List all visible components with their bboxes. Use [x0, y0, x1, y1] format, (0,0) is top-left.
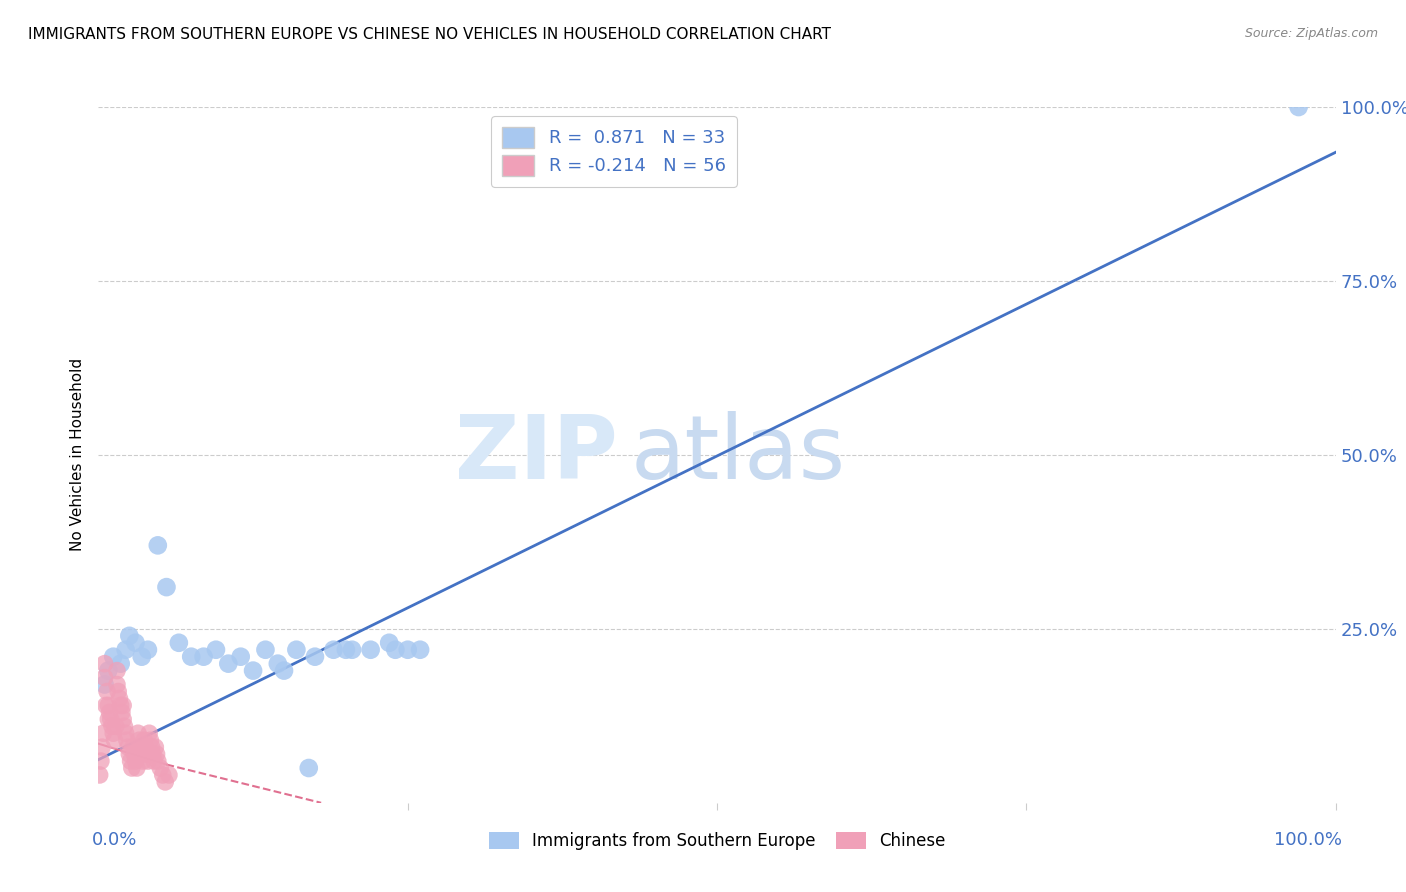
- Point: [142, 747, 165, 761]
- Point: [139, 733, 162, 747]
- Point: [118, 747, 141, 761]
- Point: [378, 636, 401, 650]
- Point: [103, 726, 125, 740]
- Point: [96, 684, 118, 698]
- Point: [135, 747, 157, 761]
- Point: [93, 657, 115, 671]
- Point: [145, 747, 167, 761]
- Point: [93, 726, 115, 740]
- Point: [273, 664, 295, 678]
- Point: [121, 761, 143, 775]
- Point: [122, 740, 145, 755]
- Point: [254, 642, 277, 657]
- Point: [103, 649, 125, 664]
- Point: [110, 657, 132, 671]
- Point: [155, 580, 177, 594]
- Point: [298, 761, 321, 775]
- Point: [285, 642, 308, 657]
- Point: [118, 629, 141, 643]
- Point: [167, 636, 190, 650]
- Point: [152, 768, 174, 782]
- Point: [97, 712, 120, 726]
- Point: [127, 726, 149, 740]
- Point: [134, 733, 156, 747]
- Point: [94, 698, 117, 713]
- Point: [93, 671, 115, 685]
- Point: [105, 677, 128, 691]
- Point: [89, 768, 111, 782]
- Text: 100.0%: 100.0%: [1274, 830, 1341, 848]
- Point: [409, 642, 432, 657]
- Point: [114, 642, 136, 657]
- Point: [107, 684, 129, 698]
- Point: [146, 538, 169, 552]
- Point: [104, 719, 127, 733]
- Point: [124, 747, 146, 761]
- Point: [396, 642, 419, 657]
- Point: [136, 642, 159, 657]
- Point: [112, 698, 135, 713]
- Point: [360, 642, 382, 657]
- Point: [124, 754, 146, 768]
- Point: [217, 657, 239, 671]
- Point: [128, 733, 150, 747]
- Point: [180, 649, 202, 664]
- Point: [146, 754, 169, 768]
- Point: [131, 747, 153, 761]
- Text: atlas: atlas: [630, 411, 845, 499]
- Point: [141, 740, 163, 755]
- Point: [138, 726, 160, 740]
- Point: [143, 740, 166, 755]
- Point: [1288, 100, 1310, 114]
- Point: [143, 754, 166, 768]
- Text: ZIP: ZIP: [456, 411, 619, 499]
- Text: 0.0%: 0.0%: [93, 830, 138, 848]
- Legend: Immigrants from Southern Europe, Chinese: Immigrants from Southern Europe, Chinese: [482, 826, 952, 857]
- Point: [97, 664, 120, 678]
- Point: [131, 649, 153, 664]
- Point: [304, 649, 326, 664]
- Point: [134, 740, 156, 755]
- Point: [100, 712, 122, 726]
- Point: [90, 754, 112, 768]
- Point: [91, 740, 114, 755]
- Point: [117, 740, 139, 755]
- Point: [157, 768, 180, 782]
- Point: [132, 754, 155, 768]
- Point: [108, 691, 131, 706]
- Y-axis label: No Vehicles in Household: No Vehicles in Household: [70, 359, 86, 551]
- Text: IMMIGRANTS FROM SOUTHERN EUROPE VS CHINESE NO VEHICLES IN HOUSEHOLD CORRELATION : IMMIGRANTS FROM SOUTHERN EUROPE VS CHINE…: [28, 27, 831, 42]
- Point: [101, 719, 124, 733]
- Point: [335, 642, 357, 657]
- Point: [229, 649, 252, 664]
- Point: [322, 642, 344, 657]
- Point: [242, 664, 264, 678]
- Point: [93, 677, 115, 691]
- Point: [112, 719, 135, 733]
- Point: [125, 761, 148, 775]
- Point: [120, 754, 142, 768]
- Point: [112, 712, 135, 726]
- Point: [340, 642, 363, 657]
- Point: [105, 664, 128, 678]
- Point: [115, 733, 138, 747]
- Point: [149, 761, 172, 775]
- Point: [155, 775, 177, 789]
- Point: [97, 698, 120, 713]
- Point: [98, 706, 121, 720]
- Point: [111, 706, 134, 720]
- Point: [124, 636, 146, 650]
- Point: [384, 642, 406, 657]
- Point: [193, 649, 215, 664]
- Point: [110, 698, 132, 713]
- Point: [103, 733, 125, 747]
- Point: [114, 726, 136, 740]
- Point: [205, 642, 228, 657]
- Text: Source: ZipAtlas.com: Source: ZipAtlas.com: [1244, 27, 1378, 40]
- Point: [129, 740, 152, 755]
- Point: [267, 657, 290, 671]
- Point: [136, 754, 159, 768]
